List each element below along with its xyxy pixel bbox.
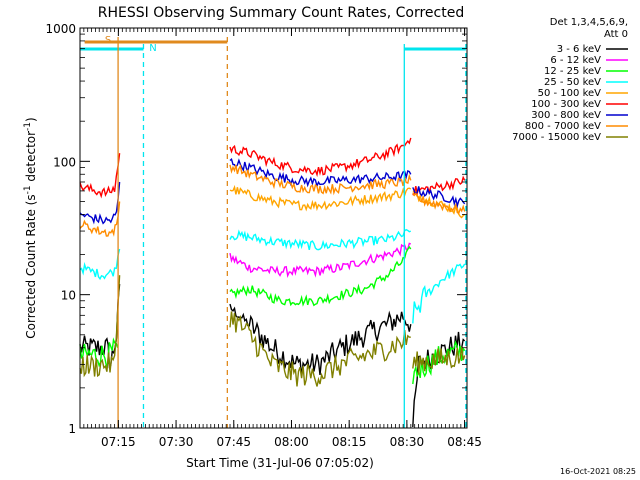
series-line-2-seg-0 [79, 337, 119, 369]
x-tick-label-2: 07:45 [216, 435, 251, 449]
chart-title: RHESSI Observing Summary Count Rates, Co… [98, 5, 464, 21]
s-label: S [105, 35, 111, 46]
legend-label-6: 300 - 800 keV [531, 110, 601, 121]
series-line-8-seg-1 [229, 311, 411, 387]
legend-label-7: 800 - 7000 keV [525, 121, 601, 132]
series-line-2-seg-1 [229, 245, 412, 307]
x-tick-label-5: 08:30 [390, 435, 425, 449]
series-line-3-seg-1 [229, 228, 412, 251]
legend-header-2: Att 0 [604, 29, 628, 40]
y-tick-label-0: 1 [68, 422, 76, 436]
x-axis-label: Start Time (31-Jul-06 07:05:02) [186, 456, 374, 470]
legend-label-5: 100 - 300 keV [531, 99, 601, 110]
x-tick-label-1: 07:30 [159, 435, 194, 449]
y-tick-label-3: 1000 [45, 22, 76, 36]
legend-label-3: 25 - 50 keV [544, 77, 601, 88]
series-line-5-seg-0 [79, 153, 121, 199]
legend-label-8: 7000 - 15000 keV [512, 132, 601, 143]
n-label: N [149, 43, 156, 54]
series-line-7-seg-0 [79, 201, 121, 237]
series-line-8-seg-0 [79, 275, 121, 378]
series-line-0-seg-1 [229, 303, 412, 376]
x-tick-label-4: 08:15 [332, 435, 367, 449]
y-tick-label-2: 100 [53, 155, 76, 169]
series-line-6-seg-1 [229, 157, 412, 189]
series-line-3-seg-0 [79, 248, 121, 281]
x-tick-label-0: 07:15 [101, 435, 136, 449]
timestamp: 16-Oct-2021 08:25 [560, 467, 636, 476]
legend-label-0: 3 - 6 keV [557, 44, 601, 55]
series-line-5-seg-2 [412, 175, 466, 196]
series-line-8-seg-2 [412, 346, 466, 375]
plot-frame [79, 27, 468, 429]
axes-layer: 07:15 07:30 07:45 08:00 08:15 08:30 08:45 1 10 10… [45, 22, 481, 449]
x-tick-label-6: 08:45 [447, 435, 482, 449]
y-axis-label: Corrected Count Rate (s-1 detector-1) [23, 117, 38, 338]
legend-label-4: 50 - 100 keV [538, 88, 602, 99]
series-line-7-seg-2 [412, 192, 466, 215]
series-line-6-seg-2 [412, 186, 466, 209]
series-line-2-seg-2 [412, 340, 466, 385]
legend-label-2: 12 - 25 keV [544, 66, 601, 77]
legend-header-1: Det 1,3,4,5,6,9, [550, 17, 628, 28]
y-tick-label-1: 10 [61, 289, 76, 303]
series-line-5-seg-1 [229, 137, 412, 178]
series-line-7-seg-1 [229, 164, 412, 196]
legend-label-1: 6 - 12 keV [550, 55, 601, 66]
series-line-3-seg-2 [412, 263, 466, 324]
series-line-0-seg-0 [79, 284, 121, 369]
x-tick-label-3: 08:00 [274, 435, 309, 449]
series-line-1-seg-0 [229, 242, 412, 279]
series-line-4-seg-0 [229, 184, 412, 212]
series-layer [79, 137, 466, 428]
series-line-6-seg-0 [79, 181, 121, 225]
